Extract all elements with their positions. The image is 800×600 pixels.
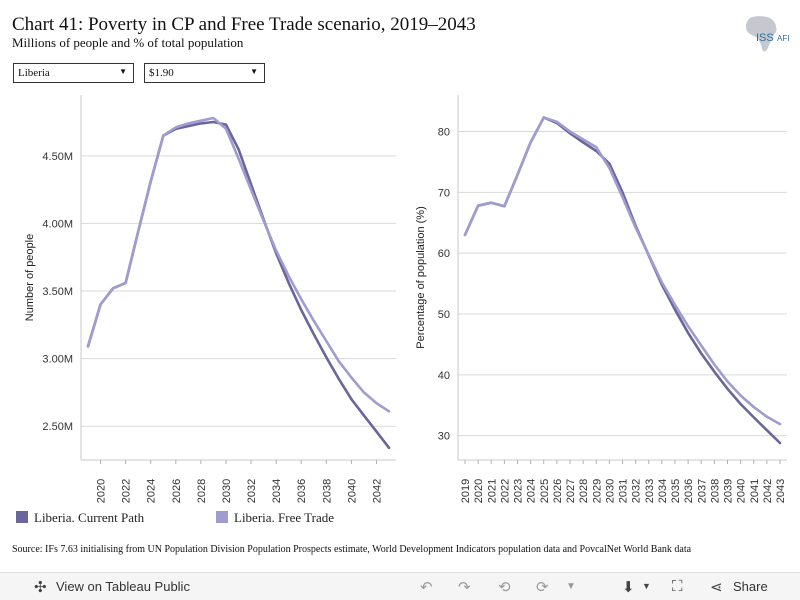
chart-title: Chart 41: Poverty in CP and Free Trade s…	[12, 14, 476, 35]
source-note: Source: IFs 7.63 initialising from UN Po…	[12, 544, 692, 555]
legend-label-current-path: Liberia. Current Path	[34, 510, 145, 525]
chevron-down-icon: ▼	[250, 67, 258, 76]
x-tick-label: 2025	[539, 479, 551, 503]
x-tick-label: 2026	[171, 479, 183, 503]
x-tick-label: 2041	[749, 479, 761, 503]
legend-item-current-path[interactable]: Liberia. Current Path	[16, 510, 144, 526]
legend-swatch-current-path	[16, 511, 28, 523]
country-filter-dropdown[interactable]: Liberia ▼	[13, 63, 134, 83]
y-tick-label: 3.50M	[42, 286, 73, 298]
country-filter-value: Liberia	[18, 67, 50, 79]
svg-text:ISS: ISS	[756, 32, 774, 44]
x-tick-label: 2028	[578, 479, 590, 503]
x-tick-label: 2022	[121, 479, 133, 503]
series-line-free-trade	[463, 116, 782, 445]
x-tick-label: 2026	[552, 479, 564, 503]
x-tick-label: 2039	[723, 479, 735, 503]
x-tick-label: 2034	[657, 479, 669, 503]
series-line-current-path	[463, 116, 782, 426]
x-tick-label: 2040	[346, 479, 358, 503]
x-tick-label: 2032	[246, 479, 258, 503]
y-tick-label: 70	[438, 187, 450, 199]
legend-item-free-trade[interactable]: Liberia. Free Trade	[216, 510, 334, 526]
x-tick-label: 2024	[146, 479, 158, 503]
x-tick-label: 2030	[604, 479, 616, 503]
x-tick-label: 2031	[618, 479, 630, 503]
x-tick-label: 2023	[513, 479, 525, 503]
legend-swatch-free-trade	[216, 511, 228, 523]
download-icon[interactable]: ⬇	[622, 579, 635, 596]
tableau-icon[interactable]: ✣	[34, 579, 47, 596]
x-tick-label: 2032	[631, 479, 643, 503]
chevron-down-icon[interactable]: ▼	[566, 581, 576, 592]
redo-icon[interactable]: ↷	[458, 579, 471, 596]
y-tick-label: 60	[438, 248, 450, 260]
x-tick-label: 2019	[460, 479, 472, 503]
series-line-free-trade	[86, 120, 391, 450]
x-tick-label: 2043	[775, 479, 787, 503]
x-tick-label: 2036	[296, 479, 308, 503]
x-tick-label: 2022	[499, 479, 511, 503]
undo-icon[interactable]: ↶	[420, 579, 433, 596]
y-tick-label: 4.00M	[42, 218, 73, 230]
x-tick-label: 2038	[709, 479, 721, 503]
chevron-down-icon: ▼	[119, 67, 127, 76]
y-tick-label: 80	[438, 127, 450, 139]
x-tick-label: 2042	[762, 479, 774, 503]
x-tick-label: 2036	[683, 479, 695, 503]
x-tick-label: 2030	[221, 479, 233, 503]
share-icon[interactable]: ⋖	[710, 579, 723, 596]
x-tick-label: 2040	[736, 479, 748, 503]
x-tick-label: 2028	[196, 479, 208, 503]
x-tick-label: 2020	[473, 479, 485, 503]
share-button[interactable]: Share	[733, 579, 768, 594]
y-tick-label: 3.00M	[42, 354, 73, 366]
y-tick-label: 40	[438, 370, 450, 382]
poverty-line-dropdown[interactable]: $1.90 ▼	[144, 63, 265, 83]
revert-icon[interactable]: ⟲	[498, 579, 511, 596]
series-line-current-path	[86, 116, 391, 413]
x-tick-label: 2021	[486, 479, 498, 503]
y-tick-label: 4.50M	[42, 151, 73, 163]
y-tick-label: 2.50M	[42, 421, 73, 433]
x-tick-label: 2020	[96, 479, 108, 503]
x-tick-label: 2038	[321, 479, 333, 503]
x-tick-label: 2034	[271, 479, 283, 503]
x-tick-label: 2027	[565, 479, 577, 503]
iss-afi-logo: ISS AFI	[746, 16, 789, 52]
x-tick-label: 2035	[670, 479, 682, 503]
chart-subtitle: Millions of people and % of total popula…	[12, 35, 244, 50]
legend-label-free-trade: Liberia. Free Trade	[234, 510, 335, 525]
view-on-tableau-link[interactable]: View on Tableau Public	[56, 579, 190, 594]
x-tick-label: 2029	[591, 479, 603, 503]
y-tick-label: 30	[438, 431, 450, 443]
poverty-line-value: $1.90	[149, 67, 174, 79]
x-tick-label: 2033	[644, 479, 656, 503]
x-tick-label: 2037	[696, 479, 708, 503]
chevron-down-icon[interactable]: ▼	[642, 581, 651, 591]
y-axis-label: Percentage of population (%)	[415, 206, 427, 348]
x-tick-label: 2024	[526, 479, 538, 503]
y-tick-label: 50	[438, 309, 450, 321]
fullscreen-icon[interactable]: ⛶	[672, 578, 683, 595]
svg-text:AFI: AFI	[777, 34, 789, 43]
x-tick-label: 2042	[371, 479, 383, 503]
tableau-toolbar: ✣ View on Tableau Public ↶ ↷ ⟲ ⟳ ▼ ⬇ ▼ ⛶…	[0, 572, 800, 600]
y-axis-label: Number of people	[24, 234, 36, 321]
refresh-icon[interactable]: ⟳	[536, 579, 549, 596]
